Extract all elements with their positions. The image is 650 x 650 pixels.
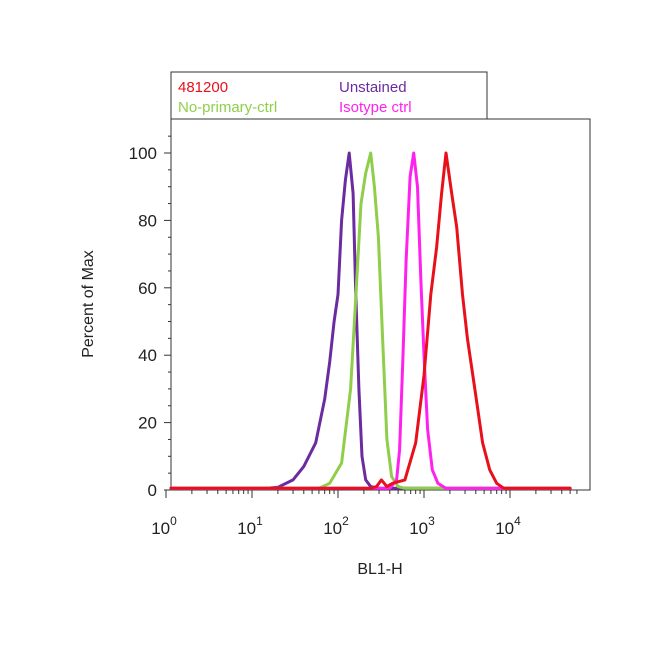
x-tick-exponent: 0	[170, 514, 177, 528]
y-tick-label: 80	[138, 211, 157, 230]
x-tick-label: 104	[495, 514, 521, 538]
y-axis-title: Percent of Max	[80, 250, 97, 358]
series-line-isotype-ctrl	[169, 151, 572, 490]
y-tick-label: 60	[138, 279, 157, 298]
series-line-no-primary-ctrl	[169, 151, 572, 490]
y-tick-label: 40	[138, 346, 157, 365]
legend: 481200 Unstained No-primary-ctrl Isotype…	[170, 71, 488, 120]
series-line-481200	[169, 151, 572, 490]
x-tick-label: 103	[409, 514, 435, 538]
x-tick-base: 10	[409, 519, 428, 538]
y-tick-label: 100	[129, 144, 157, 163]
x-tick-exponent: 3	[428, 514, 435, 528]
y-tick-label: 0	[148, 481, 157, 500]
x-tick-base: 10	[237, 519, 256, 538]
x-tick-base: 10	[323, 519, 342, 538]
legend-box	[170, 71, 488, 120]
x-tick-exponent: 1	[256, 514, 263, 528]
x-tick-label: 100	[151, 514, 177, 538]
legend-label-481200: 481200	[178, 79, 228, 96]
axis-ticks	[164, 135, 578, 498]
x-tick-exponent: 2	[342, 514, 349, 528]
legend-label-no-primary-ctrl: No-primary-ctrl	[178, 99, 277, 116]
x-tick-base: 10	[151, 519, 170, 538]
legend-label-unstained: Unstained	[339, 79, 407, 96]
x-tick-exponent: 4	[514, 514, 521, 528]
legend-label-isotype-ctrl: Isotype ctrl	[339, 99, 412, 116]
x-axis-title: BL1-H	[357, 561, 402, 578]
series-line-unstained	[169, 151, 572, 490]
x-tick-label: 102	[323, 514, 349, 538]
y-tick-label: 20	[138, 414, 157, 433]
series-lines	[169, 151, 572, 490]
x-tick-label: 101	[237, 514, 263, 538]
x-tick-base: 10	[495, 519, 514, 538]
